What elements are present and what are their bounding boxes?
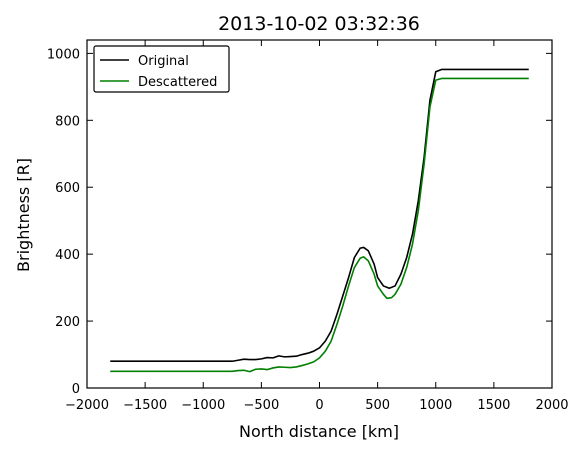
x-tick-label: −500: [244, 398, 280, 413]
series-line-original: [110, 68, 529, 363]
chart-title: 2013-10-02 03:32:36: [218, 13, 420, 35]
x-axis-label: North distance [km]: [239, 422, 399, 441]
legend-label: Original: [138, 54, 189, 69]
y-tick-label: 800: [55, 114, 80, 129]
y-tick-label: 1000: [47, 47, 80, 62]
x-tick-label: −1500: [123, 398, 167, 413]
axis-ticks: −2000 −1500 −1000 −500 0 500 1000 1500 2000 0 200 4…: [47, 40, 569, 413]
y-tick-label: 400: [55, 248, 80, 263]
x-tick-label: −2000: [65, 398, 109, 413]
x-tick-label: 2000: [535, 398, 568, 413]
x-tick-label: 1000: [419, 398, 452, 413]
y-tick-label: 0: [72, 382, 80, 397]
x-tick-label: 500: [365, 398, 390, 413]
series-line-descattered: [110, 77, 529, 373]
plot-frame: [86, 39, 553, 389]
x-tick-label: −1000: [181, 398, 225, 413]
y-tick-label: 600: [55, 181, 80, 196]
x-tick-label: 1500: [477, 398, 510, 413]
y-tick-label: 200: [55, 315, 80, 330]
legend-label: Descattered: [138, 75, 217, 90]
legend: Original Descattered: [93, 45, 230, 93]
y-axis-label: Brightness [R]: [14, 158, 33, 272]
x-tick-label: 0: [315, 398, 323, 413]
series-layer: [110, 68, 529, 373]
